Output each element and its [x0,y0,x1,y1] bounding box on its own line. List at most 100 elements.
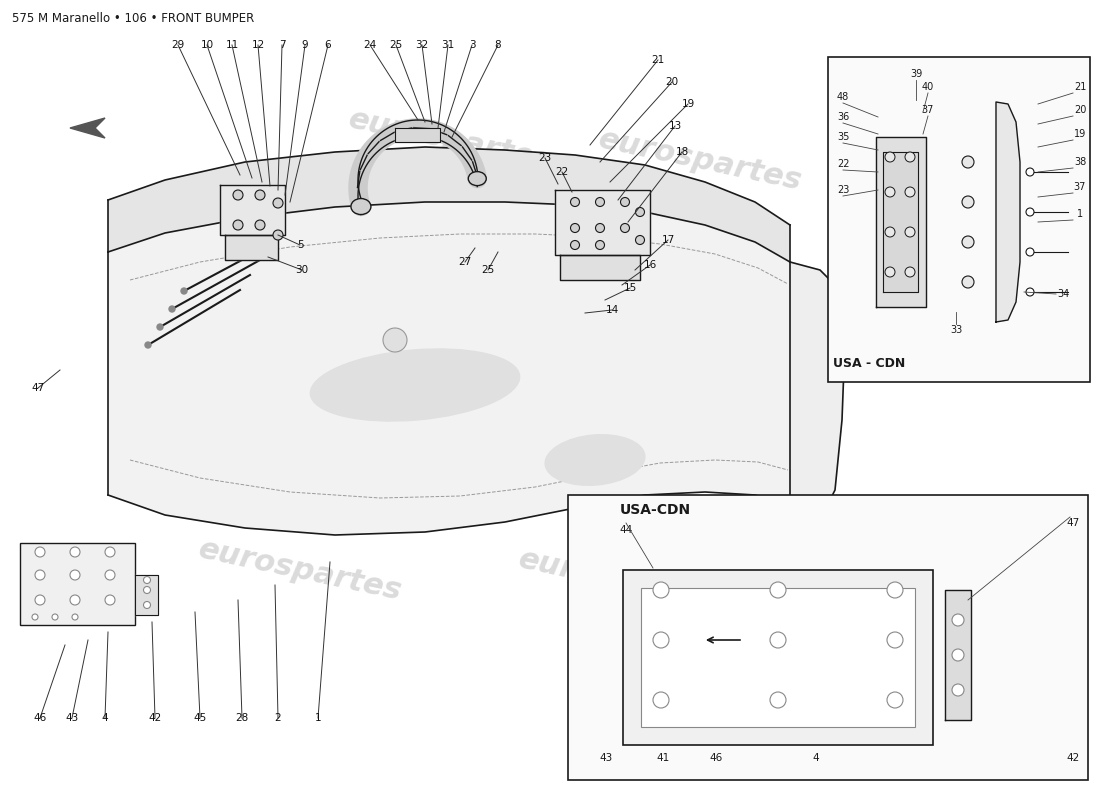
Circle shape [905,187,915,197]
Circle shape [233,190,243,200]
Circle shape [1026,248,1034,256]
Ellipse shape [351,198,371,214]
Bar [623,570,933,745]
Text: 15: 15 [624,283,637,293]
Circle shape [886,227,895,237]
Text: 34: 34 [1057,289,1069,299]
Circle shape [595,198,605,206]
Polygon shape [395,128,440,142]
Circle shape [182,288,187,294]
Circle shape [157,324,163,330]
Ellipse shape [469,172,486,186]
Text: 39: 39 [910,69,922,79]
Circle shape [70,595,80,605]
Circle shape [653,582,669,598]
Bar [828,57,1090,382]
Circle shape [962,276,974,288]
Ellipse shape [310,349,519,421]
Polygon shape [560,255,640,280]
Text: 14: 14 [605,305,618,315]
Circle shape [143,602,151,609]
Text: eurospartes: eurospartes [176,184,384,256]
Text: 40: 40 [922,82,934,92]
Bar [20,543,135,625]
Text: 11: 11 [226,40,239,50]
Circle shape [571,223,580,233]
Text: 2: 2 [275,713,282,723]
Text: 6: 6 [324,40,331,50]
Text: USA - CDN: USA - CDN [833,357,905,370]
Text: 4: 4 [101,713,108,723]
Text: 13: 13 [669,121,682,131]
Circle shape [952,614,964,626]
Polygon shape [945,590,971,720]
Text: 42: 42 [148,713,162,723]
Circle shape [905,227,915,237]
Polygon shape [135,575,158,615]
Text: eurospartes: eurospartes [516,544,725,616]
Text: 46: 46 [710,753,723,763]
Polygon shape [220,185,285,235]
Circle shape [962,236,974,248]
Circle shape [273,230,283,240]
Circle shape [887,582,903,598]
Circle shape [886,152,895,162]
Text: 41: 41 [657,753,670,763]
Circle shape [636,207,645,217]
Circle shape [595,241,605,250]
Circle shape [70,547,80,557]
Circle shape [770,632,786,648]
Circle shape [72,614,78,620]
Circle shape [255,220,265,230]
Circle shape [620,223,629,233]
Text: 25: 25 [389,40,403,50]
Circle shape [32,614,39,620]
Text: 38: 38 [1074,157,1086,167]
Circle shape [905,152,915,162]
Text: 4: 4 [813,753,820,763]
Circle shape [255,190,265,200]
Text: 19: 19 [681,99,694,109]
Text: 21: 21 [1074,82,1086,92]
Text: 48: 48 [837,92,849,102]
Text: eurospartes: eurospartes [396,274,604,346]
Circle shape [962,156,974,168]
Text: 10: 10 [200,40,213,50]
Text: 1: 1 [315,713,321,723]
Circle shape [571,241,580,250]
Text: 32: 32 [416,40,429,50]
Text: 23: 23 [538,153,551,163]
Text: 20: 20 [1074,105,1086,115]
Circle shape [52,614,58,620]
Circle shape [383,328,407,352]
Text: 44: 44 [619,525,632,535]
Circle shape [35,595,45,605]
Text: 575 M Maranello • 106 • FRONT BUMPER: 575 M Maranello • 106 • FRONT BUMPER [12,12,254,25]
Ellipse shape [546,434,645,486]
Text: USA-CDN: USA-CDN [620,503,691,517]
Text: eurospartes: eurospartes [345,104,554,176]
Text: 22: 22 [556,167,569,177]
Text: 16: 16 [644,260,657,270]
Text: 12: 12 [252,40,265,50]
Text: eurospartes: eurospartes [595,124,804,196]
Bar [641,588,915,727]
Circle shape [169,306,175,312]
Polygon shape [883,152,918,292]
Text: 36: 36 [837,112,849,122]
Polygon shape [556,190,650,255]
Circle shape [653,632,669,648]
Circle shape [571,198,580,206]
Text: 23: 23 [837,185,849,195]
Text: 22: 22 [837,159,849,169]
Circle shape [905,267,915,277]
Circle shape [143,577,151,583]
Text: 1: 1 [1077,209,1084,219]
Circle shape [1026,288,1034,296]
Text: 30: 30 [296,265,309,275]
Circle shape [35,547,45,557]
Text: 33: 33 [950,325,962,335]
Text: 47: 47 [1066,518,1079,528]
Circle shape [620,198,629,206]
Circle shape [70,570,80,580]
